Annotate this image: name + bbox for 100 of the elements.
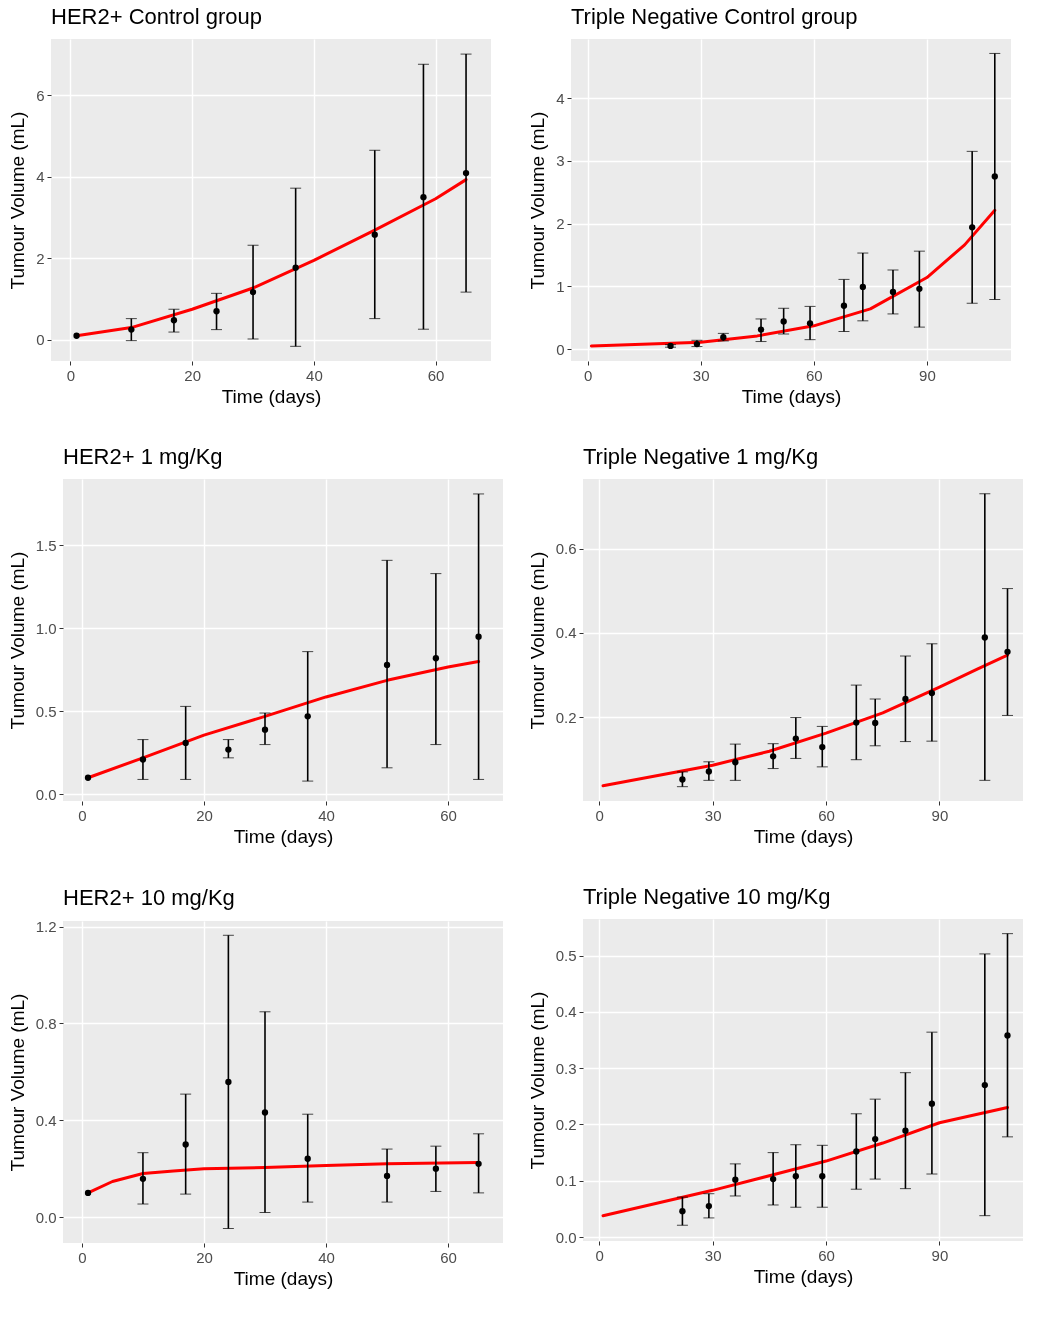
point — [679, 776, 686, 783]
point — [475, 633, 482, 640]
point — [705, 1202, 713, 1210]
x-tick-label: 0 — [583, 366, 593, 384]
point — [475, 1160, 482, 1167]
y-axis-title: Tumour Volume (mL) — [7, 111, 29, 290]
point — [213, 308, 220, 315]
point — [792, 1173, 799, 1180]
x-tick-label: 60 — [818, 806, 835, 824]
point — [383, 661, 391, 669]
point — [432, 1165, 440, 1172]
point — [1004, 648, 1011, 655]
x-tick-label: 90 — [931, 806, 949, 824]
y-tick-label: 4 — [36, 168, 45, 186]
point — [182, 1141, 189, 1148]
line-series — [589, 208, 997, 348]
point — [769, 753, 777, 760]
y-tick-label: 1.5 — [35, 536, 57, 554]
x-tick-label: 20 — [196, 1248, 213, 1266]
y-tick-label: 4 — [556, 89, 565, 107]
point — [1004, 1032, 1011, 1039]
x-tick-label: 60 — [427, 366, 445, 384]
chart-title: Triple Negative 10 mg/Kg — [583, 884, 831, 909]
y-axis-title: Tumour Volume (mL) — [526, 551, 548, 730]
x-axis-title: Time (days) — [753, 825, 854, 847]
y-tick-label: 0.3 — [555, 1059, 577, 1077]
x-tick-label: 0 — [66, 366, 76, 384]
x-axis-title: Time (days) — [741, 385, 842, 407]
y-axis-title: Tumour Volume (mL) — [526, 991, 548, 1170]
x-tick-label: 60 — [818, 1246, 835, 1264]
line-series — [601, 1106, 1009, 1218]
point — [757, 326, 765, 333]
x-tick-label: 0 — [78, 1248, 87, 1266]
point — [981, 1081, 988, 1089]
point — [304, 1155, 311, 1162]
point — [981, 634, 988, 641]
point — [225, 746, 232, 753]
y-tick-label: 0.4 — [555, 1003, 577, 1021]
point — [769, 1175, 777, 1183]
y-axis-title: Tumour Volume (mL) — [6, 551, 28, 730]
y-tick-label: 0.0 — [35, 1208, 57, 1226]
x-tick-label: 40 — [318, 1248, 335, 1266]
point — [928, 1100, 936, 1107]
x-tick-label: 20 — [184, 366, 202, 384]
point — [84, 774, 92, 781]
y-tick-label: 0.0 — [35, 785, 57, 803]
y-tick-label: 6 — [36, 86, 45, 104]
point — [292, 264, 299, 271]
chart-title: HER2+ Control group — [51, 4, 262, 29]
point — [462, 169, 470, 177]
y-tick-label: 0.2 — [555, 708, 577, 726]
point — [902, 695, 909, 703]
y-tick-label: 1 — [556, 277, 565, 295]
x-axis-title: Time (days) — [233, 1267, 334, 1289]
point — [859, 283, 866, 291]
y-tick-label: 0.8 — [35, 1014, 57, 1032]
point — [261, 726, 269, 733]
point — [991, 173, 998, 180]
chart-title: HER2+ 10 mg/Kg — [63, 884, 235, 910]
y-tick-label: 0.2 — [555, 1115, 577, 1133]
point — [139, 756, 147, 763]
point — [928, 689, 936, 697]
y-tick-label: 0.4 — [555, 624, 577, 642]
point — [872, 719, 879, 727]
x-tick-label: 30 — [704, 1246, 722, 1264]
x-tick-label: 90 — [931, 1246, 949, 1264]
chart-title: Triple Negative 1 mg/Kg — [583, 444, 819, 469]
x-tick-label: 40 — [306, 366, 323, 384]
y-tick-label: 0.5 — [35, 702, 57, 720]
point — [853, 1148, 860, 1155]
x-tick-label: 60 — [805, 366, 823, 384]
point — [819, 1173, 826, 1180]
x-tick-label: 60 — [440, 1248, 457, 1266]
y-axis-title: Tumour Volume (mL) — [6, 993, 28, 1172]
y-tick-label: 0 — [36, 331, 45, 349]
point — [261, 1109, 269, 1116]
y-tick-label: 0.0 — [555, 1228, 577, 1246]
y-tick-label: 1.0 — [35, 619, 57, 637]
x-tick-label: 20 — [196, 806, 213, 824]
point — [128, 326, 135, 333]
point — [432, 655, 440, 662]
y-tick-label: 0 — [556, 340, 565, 358]
x-axis-title: Time (days) — [221, 385, 322, 407]
point — [819, 743, 826, 751]
x-tick-label: 40 — [318, 806, 335, 824]
chart-title: Triple Negative Control group — [571, 4, 858, 29]
point — [225, 1078, 232, 1086]
point — [304, 713, 311, 720]
point — [139, 1175, 147, 1182]
point — [969, 224, 976, 231]
x-tick-label: 0 — [595, 806, 604, 824]
y-tick-label: 0.6 — [555, 540, 577, 558]
point — [383, 1172, 391, 1180]
point — [916, 285, 923, 292]
point — [84, 1189, 92, 1197]
point — [732, 759, 739, 766]
point — [806, 320, 814, 327]
y-tick-label: 2 — [36, 249, 45, 267]
y-tick-label: 1.2 — [35, 918, 57, 936]
y-tick-label: 2 — [556, 215, 565, 233]
